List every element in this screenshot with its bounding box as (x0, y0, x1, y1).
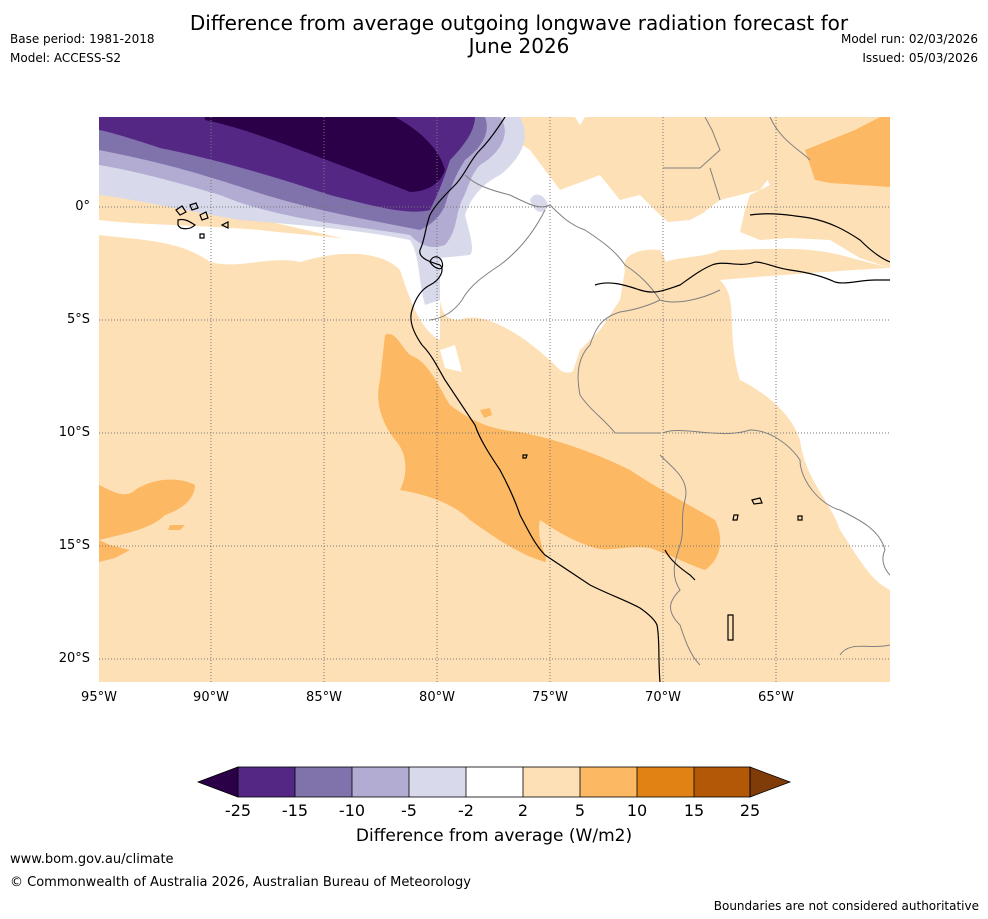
colorbar-tick: -2 (458, 801, 474, 820)
disclaimer: Boundaries are not considered authoritat… (713, 899, 979, 913)
anomaly-band-pos5-10 (99, 479, 195, 540)
colorbar-tick: 10 (626, 801, 648, 820)
colorbar-tick: -25 (224, 801, 252, 820)
national-boundaries (429, 117, 890, 666)
model-run: Model run: 02/03/2026 (840, 32, 978, 46)
lon-label: 65°W (758, 690, 794, 705)
copyright: © Commonwealth of Australia 2026, Austra… (10, 875, 471, 890)
galapagos-islands (175, 202, 229, 239)
anomaly-band-neutral (99, 220, 440, 340)
lat-label: 15°S (58, 538, 90, 553)
colorbar-segment (238, 767, 295, 797)
anomaly-band-pos5-10 (99, 540, 130, 562)
anomaly-band-pos2-5 (660, 198, 705, 222)
anomaly-band-pos5-10 (168, 525, 185, 530)
lon-label: 95°W (81, 690, 117, 705)
anomaly-band-neg2-5 (530, 194, 548, 212)
colorbar-segment (637, 767, 694, 797)
colorbar-segment (523, 767, 580, 797)
colorbar-tick: -15 (281, 801, 309, 820)
colorbar-label: Difference from average (W/m2) (355, 826, 633, 846)
colorbar-tick: 25 (739, 801, 761, 820)
anomaly-band-pos5-10 (480, 408, 492, 418)
issued-date: Issued: 05/03/2026 (862, 51, 978, 65)
lon-label: 70°W (645, 690, 681, 705)
map-frame (99, 117, 890, 682)
colorbar-segment (580, 767, 637, 797)
lon-label: 85°W (306, 690, 342, 705)
anomaly-band-neutral (720, 268, 890, 590)
lat-label: 20°S (58, 651, 90, 666)
lon-label: 75°W (532, 690, 568, 705)
colorbar-extend-min (196, 766, 239, 798)
map-title: Difference from average outgoing longwav… (0, 12, 988, 58)
anomaly-band-pos5-10 (378, 334, 721, 570)
colorbar-segment (352, 767, 409, 797)
graticule (99, 117, 890, 682)
colorbar-tick: 15 (683, 801, 705, 820)
colorbar-tick: -5 (401, 801, 417, 820)
anomaly-band-neutral (575, 117, 585, 125)
colorbar-tick: -10 (338, 801, 366, 820)
base-period: Base period: 1981-2018 (10, 32, 155, 46)
model-name: Model: ACCESS-S2 (10, 51, 122, 65)
colorbar-segment (295, 767, 352, 797)
lat-label: 5°S (66, 312, 90, 327)
coastline (410, 117, 890, 682)
anomaly-band-pos5-10 (805, 117, 890, 187)
website-link[interactable]: www.bom.gov.au/climate (10, 852, 174, 867)
colorbar-segment (409, 767, 466, 797)
lat-label: 0° (75, 199, 90, 214)
colorbar-tick: 2 (517, 801, 529, 820)
lon-label: 80°W (419, 690, 455, 705)
anomaly-band-neg25 (205, 117, 445, 192)
lon-label: 90°W (193, 690, 229, 705)
anomaly-band-pos2-5 (650, 117, 725, 175)
colorbar-tick: 5 (574, 801, 586, 820)
colorbar-segment (694, 767, 750, 797)
anomaly-band-neutral (440, 345, 462, 372)
colorbar-extend-max (749, 766, 792, 798)
anomaly-band-pos2-5 (570, 249, 726, 430)
title-line-2: June 2026 (468, 34, 570, 58)
colorbar (196, 766, 792, 798)
colorbar-segment (466, 767, 523, 797)
lakes (522, 454, 803, 641)
title-line-1: Difference from average outgoing longwav… (189, 11, 849, 35)
lat-label: 10°S (58, 425, 90, 440)
